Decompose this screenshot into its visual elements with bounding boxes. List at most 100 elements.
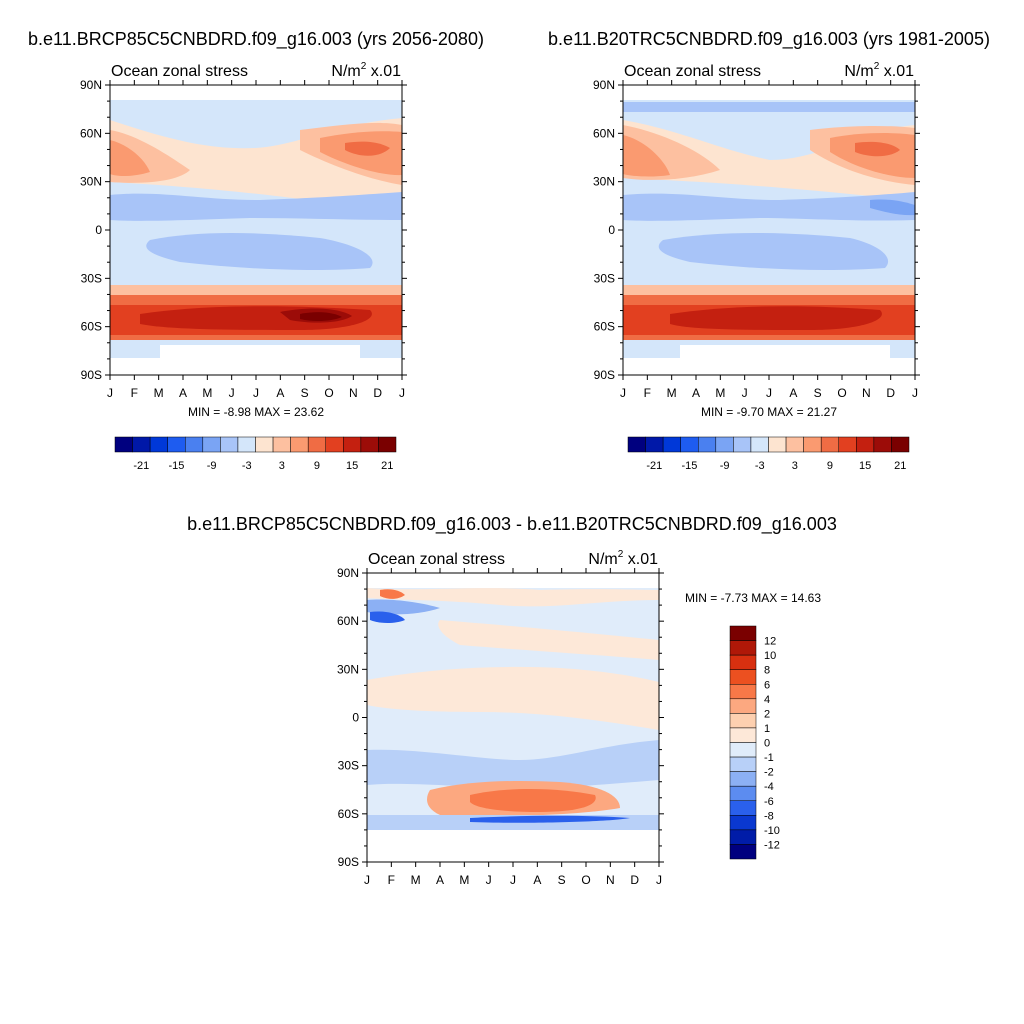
colorbar-label: -9 bbox=[207, 460, 217, 472]
x-tick-label: A bbox=[179, 386, 187, 400]
colorbar-swatch bbox=[729, 727, 757, 743]
panel-difference: b.e11.BRCP85C5CNBDRD.f09_g16.003 - b.e11… bbox=[187, 514, 837, 887]
x-tick-label: S bbox=[558, 873, 566, 887]
colorbar-label: 9 bbox=[827, 460, 833, 472]
colorbar-label: 15 bbox=[346, 460, 358, 472]
y-tick-label: 60N bbox=[593, 126, 615, 140]
colorbar-label: 21 bbox=[381, 460, 393, 472]
y-tick-label: 90N bbox=[337, 566, 359, 580]
colorbar-label: 12 bbox=[764, 636, 776, 648]
colorbar-swatch bbox=[255, 436, 274, 453]
stats-text: MIN = -9.70 MAX = 21.27 bbox=[701, 405, 837, 419]
x-tick-label: M bbox=[154, 386, 164, 400]
y-tick-label: 30N bbox=[593, 175, 615, 189]
y-tick-label: 90N bbox=[80, 78, 102, 92]
colorbar-swatch bbox=[627, 436, 646, 453]
x-tick-label: M bbox=[715, 386, 725, 400]
colorbar-label: -6 bbox=[764, 796, 774, 808]
colorbar-swatch bbox=[729, 684, 757, 700]
contour-field bbox=[367, 573, 659, 862]
x-tick-label: J bbox=[620, 386, 626, 400]
colorbar-swatch bbox=[729, 698, 757, 714]
colorbar-swatch bbox=[729, 713, 757, 729]
colorbar-swatch bbox=[272, 436, 291, 453]
left-label: Ocean zonal stress bbox=[624, 63, 761, 80]
x-tick-label: O bbox=[581, 873, 590, 887]
colorbar-swatch bbox=[785, 436, 804, 453]
colorbar-label: -12 bbox=[764, 839, 780, 851]
colorbar-swatch bbox=[343, 436, 362, 453]
panel-title: b.e11.B20TRC5CNBDRD.f09_g16.003 (yrs 198… bbox=[548, 29, 990, 50]
x-tick-label: D bbox=[630, 873, 639, 887]
colorbar-swatch bbox=[729, 800, 757, 816]
colorbar-swatch bbox=[729, 640, 757, 656]
units-label: N/m2 x.01 bbox=[844, 61, 914, 80]
colorbar-swatch bbox=[838, 436, 857, 453]
colorbar-label: 6 bbox=[764, 679, 770, 691]
colorbar-label: -10 bbox=[764, 825, 780, 837]
x-tick-label: M bbox=[667, 386, 677, 400]
colorbar-swatch bbox=[750, 436, 769, 453]
left-label: Ocean zonal stress bbox=[111, 63, 248, 80]
y-tick-label: 0 bbox=[352, 711, 359, 725]
y-tick-label: 60S bbox=[594, 320, 615, 334]
y-tick-label: 30N bbox=[80, 175, 102, 189]
colorbar-swatch bbox=[237, 436, 256, 453]
stats-text: MIN = -7.73 MAX = 14.63 bbox=[685, 591, 821, 605]
colorbar-swatch bbox=[698, 436, 717, 453]
colorbar-swatch bbox=[185, 436, 204, 453]
y-tick-label: 30S bbox=[338, 759, 359, 773]
x-tick-label: J bbox=[510, 873, 516, 887]
x-tick-label: F bbox=[388, 873, 395, 887]
colorbar-label: -1 bbox=[764, 752, 774, 764]
colorbar-label: -3 bbox=[755, 460, 765, 472]
colorbar-swatch bbox=[729, 785, 757, 801]
colorbar: -21 -15 -9 -3 3 9 15 21 bbox=[627, 436, 910, 472]
colorbar-swatch bbox=[290, 436, 309, 453]
colorbar-label: -3 bbox=[242, 460, 252, 472]
colorbar-swatch bbox=[132, 436, 151, 453]
x-tick-label: M bbox=[202, 386, 212, 400]
colorbar-label: 4 bbox=[764, 694, 770, 706]
x-tick-label: O bbox=[837, 386, 846, 400]
colorbar-label: 0 bbox=[764, 738, 770, 750]
colorbar-label: 2 bbox=[764, 708, 770, 720]
colorbar-label: -21 bbox=[646, 460, 662, 472]
colorbar-swatch bbox=[856, 436, 875, 453]
x-tick-label: F bbox=[131, 386, 138, 400]
colorbar-label: 15 bbox=[859, 460, 871, 472]
units-label: N/m2 x.01 bbox=[588, 549, 658, 568]
x-tick-label: N bbox=[606, 873, 615, 887]
x-tick-label: A bbox=[533, 873, 541, 887]
x-tick-label: J bbox=[766, 386, 772, 400]
panel-title: b.e11.BRCP85C5CNBDRD.f09_g16.003 (yrs 20… bbox=[28, 29, 484, 50]
colorbar-swatch bbox=[803, 436, 822, 453]
colorbar-swatch bbox=[729, 756, 757, 772]
colorbar-label: -9 bbox=[720, 460, 730, 472]
colorbar-swatch bbox=[202, 436, 221, 453]
colorbar-label: -4 bbox=[764, 781, 774, 793]
y-tick-label: 90S bbox=[81, 368, 102, 382]
colorbar-swatch bbox=[149, 436, 168, 453]
x-tick-label: A bbox=[436, 873, 444, 887]
contour-field bbox=[623, 85, 915, 375]
colorbar-label: -2 bbox=[764, 767, 774, 779]
colorbar-swatch bbox=[891, 436, 910, 453]
y-tick-label: 30N bbox=[337, 662, 359, 676]
colorbar-label: 21 bbox=[894, 460, 906, 472]
y-tick-label: 0 bbox=[95, 223, 102, 237]
panel-rcp85: b.e11.BRCP85C5CNBDRD.f09_g16.003 (yrs 20… bbox=[28, 29, 484, 472]
colorbar-swatch bbox=[820, 436, 839, 453]
units-label: N/m2 x.01 bbox=[331, 61, 401, 80]
y-tick-label: 60N bbox=[337, 614, 359, 628]
stats-text: MIN = -8.98 MAX = 23.62 bbox=[188, 405, 324, 419]
y-axis: 90N 60N 30N 0 30S 60S 90S bbox=[593, 78, 920, 382]
colorbar-label: 1 bbox=[764, 723, 770, 735]
y-axis: 90N 60N 30N 0 30S 60S 90S bbox=[337, 566, 664, 869]
colorbar: -21 -15 -9 -3 3 9 15 21 bbox=[114, 436, 397, 472]
x-tick-label: D bbox=[886, 386, 895, 400]
colorbar-swatch bbox=[768, 436, 787, 453]
